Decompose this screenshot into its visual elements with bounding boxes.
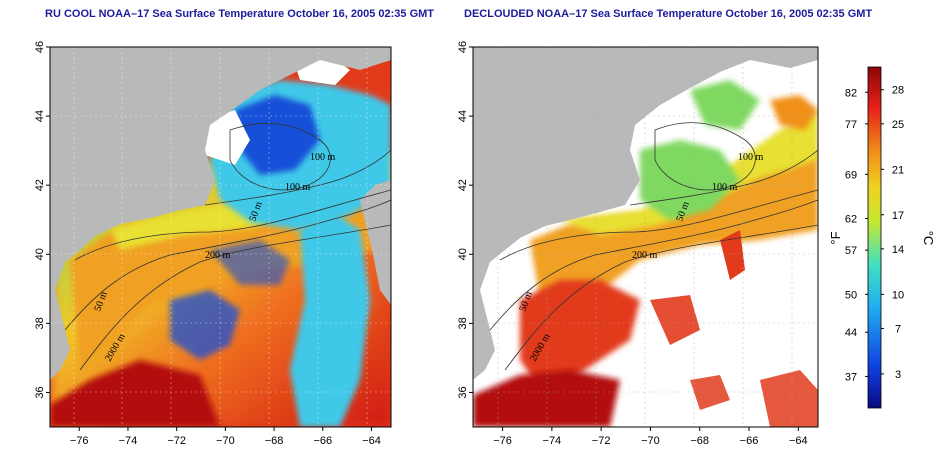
celsius-tick-label: 14 <box>892 244 904 256</box>
map-declouded-frame <box>472 46 819 428</box>
x-tick-label: −64 <box>789 435 808 447</box>
contour-label: 100 m <box>738 152 764 163</box>
fahrenheit-tick-label: 77 <box>845 119 857 131</box>
x-tick-label: −76 <box>70 435 89 447</box>
y-tick-label: 44 <box>457 110 469 122</box>
celsius-tick-label: 7 <box>895 323 901 335</box>
fahrenheit-tick-label: 69 <box>845 169 857 181</box>
map-declouded <box>473 47 818 427</box>
celsius-tick-label: 21 <box>892 164 904 176</box>
celsius-tick-label: 28 <box>892 85 904 97</box>
x-tick-label: −70 <box>216 435 235 447</box>
x-tick-label: −74 <box>543 435 562 447</box>
x-tick-label: −64 <box>362 435 381 447</box>
contour-label: 100 m <box>712 182 738 193</box>
axes-declouded: −76 −74 −72 −70 −68 −66 −64 36 38 40 42 44 46 <box>457 41 808 447</box>
y-tick-label: 40 <box>34 248 46 260</box>
x-tick-label: −74 <box>119 435 138 447</box>
celsius-tick-label: 10 <box>892 289 904 301</box>
fahrenheit-unit: °F <box>828 231 843 244</box>
celsius-tick-label: 3 <box>895 369 901 381</box>
fahrenheit-tick-label: 44 <box>845 327 857 339</box>
y-tick-label: 46 <box>457 41 469 53</box>
y-tick-label: 46 <box>34 41 46 53</box>
celsius-tick-label: 25 <box>892 119 904 131</box>
contour-label: 100 m <box>310 152 336 163</box>
x-tick-label: −68 <box>690 435 709 447</box>
y-tick-label: 38 <box>34 317 46 329</box>
x-tick-label: −72 <box>167 435 186 447</box>
fahrenheit-tick-label: 50 <box>845 289 857 301</box>
fahrenheit-tick-label: 37 <box>845 371 857 383</box>
map-title-declouded: DECLOUDED NOAA–17 Sea Surface Temperatur… <box>464 8 873 20</box>
y-tick-label: 38 <box>457 317 469 329</box>
x-tick-label: −72 <box>592 435 611 447</box>
y-tick-label: 36 <box>34 386 46 398</box>
colorbar: 28 25 21 17 14 10 7 3 82 77 69 62 57 50 44 37 °F °C <box>828 66 936 409</box>
x-tick-label: −66 <box>740 435 759 447</box>
contour-label: 200 m <box>205 250 231 261</box>
contour-label: 100 m <box>285 182 311 193</box>
map-raw-frame <box>49 46 392 428</box>
contour-label: 200 m <box>632 250 658 261</box>
fahrenheit-tick-label: 62 <box>845 214 857 226</box>
x-tick-label: −70 <box>641 435 660 447</box>
colorbar-gradient <box>867 66 882 409</box>
axes-raw: −76 −74 −72 −70 −68 −66 −64 36 38 40 42 44 46 <box>34 41 381 447</box>
map-raw <box>50 47 391 427</box>
x-tick-label: −68 <box>265 435 284 447</box>
x-tick-label: −76 <box>493 435 512 447</box>
map-title-raw: RU COOL NOAA–17 Sea Surface Temperature … <box>45 8 435 20</box>
celsius-tick-label: 17 <box>892 210 904 222</box>
y-tick-label: 42 <box>34 179 46 191</box>
celsius-unit: °C <box>921 231 936 246</box>
y-tick-label: 36 <box>457 386 469 398</box>
y-tick-label: 44 <box>34 110 46 122</box>
fahrenheit-tick-label: 82 <box>845 87 857 99</box>
y-tick-label: 42 <box>457 179 469 191</box>
fahrenheit-tick-label: 57 <box>845 245 857 257</box>
y-tick-label: 40 <box>457 248 469 260</box>
x-tick-label: −66 <box>313 435 332 447</box>
